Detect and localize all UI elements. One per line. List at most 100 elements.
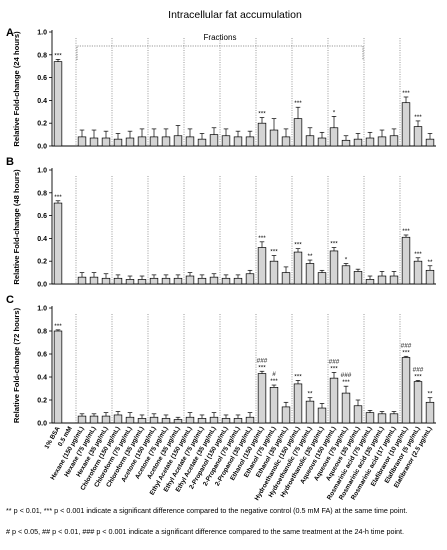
bar bbox=[113, 277, 123, 285]
fractions-bracket bbox=[76, 45, 364, 60]
footnote-2: # p < 0.05, ## p < 0.01, ### p < 0.001 i… bbox=[6, 527, 405, 536]
bar bbox=[425, 269, 435, 285]
significance-label: *** bbox=[402, 228, 410, 235]
bar bbox=[257, 247, 267, 285]
bar bbox=[89, 137, 99, 147]
bar bbox=[221, 135, 231, 147]
significance-label: *** bbox=[294, 373, 302, 380]
fractions-label: Fractions bbox=[204, 33, 237, 42]
bar bbox=[137, 279, 147, 285]
bar bbox=[149, 136, 159, 147]
y-tick-label: 0.0 bbox=[37, 421, 47, 428]
bar bbox=[161, 418, 171, 424]
significance-label: ** bbox=[308, 391, 313, 398]
bar bbox=[113, 138, 123, 147]
y-tick-label: 0.4 bbox=[37, 236, 47, 243]
bar bbox=[389, 413, 399, 424]
bar bbox=[233, 136, 243, 147]
bar bbox=[101, 415, 111, 424]
significance-label: ** bbox=[428, 259, 433, 266]
significance-label: *** bbox=[294, 242, 302, 249]
bar bbox=[221, 418, 231, 424]
significance-label: * bbox=[333, 109, 336, 116]
bar bbox=[245, 273, 255, 285]
bar bbox=[89, 276, 99, 285]
significance-label: *** bbox=[54, 323, 62, 330]
y-tick-label: 0.6 bbox=[37, 352, 47, 359]
bar bbox=[137, 136, 147, 147]
y-tick-label: 0.8 bbox=[37, 329, 47, 336]
bar bbox=[173, 277, 183, 285]
bar bbox=[257, 122, 267, 147]
bar bbox=[233, 418, 243, 424]
significance-label: *** bbox=[330, 241, 338, 248]
bar bbox=[53, 202, 63, 285]
bar bbox=[377, 275, 387, 285]
bar bbox=[293, 383, 303, 424]
significance-label: * bbox=[345, 256, 348, 263]
y-tick-label: 0.4 bbox=[37, 375, 47, 382]
panel-letter: A bbox=[6, 27, 14, 39]
bar bbox=[389, 275, 399, 285]
bar bbox=[269, 260, 279, 285]
bar bbox=[221, 277, 231, 285]
significance-label: *** bbox=[258, 364, 266, 371]
bar bbox=[329, 127, 339, 147]
chart-title: Intracellular fat accumulation bbox=[168, 9, 302, 21]
significance-label: ### bbox=[341, 372, 352, 379]
bar bbox=[101, 137, 111, 147]
bar bbox=[233, 277, 243, 285]
y-tick-label: 1.0 bbox=[37, 30, 47, 37]
bar bbox=[245, 416, 255, 424]
y-tick-label: 0.8 bbox=[37, 190, 47, 197]
bar bbox=[185, 275, 195, 285]
bar bbox=[185, 416, 195, 424]
bar bbox=[413, 126, 423, 147]
footnote-1: ** p < 0.01, *** p < 0.001 indicate a si… bbox=[6, 506, 408, 515]
y-tick-label: 0.2 bbox=[37, 398, 47, 405]
bar bbox=[53, 330, 63, 424]
bar bbox=[365, 279, 375, 285]
bar bbox=[161, 136, 171, 147]
y-tick-label: 0.0 bbox=[37, 144, 47, 151]
y-tick-label: 0.2 bbox=[37, 259, 47, 266]
bar bbox=[293, 118, 303, 147]
bar bbox=[77, 276, 87, 285]
y-tick-label: 0.0 bbox=[37, 282, 47, 289]
bar bbox=[209, 416, 219, 424]
bar bbox=[353, 271, 363, 285]
bar bbox=[209, 276, 219, 285]
bar bbox=[401, 102, 411, 147]
bar bbox=[161, 277, 171, 285]
bar bbox=[77, 415, 87, 424]
bar bbox=[329, 377, 339, 424]
bar bbox=[149, 277, 159, 285]
y-tick-label: 0.4 bbox=[37, 98, 47, 105]
significance-label: *** bbox=[54, 52, 62, 59]
significance-label: *** bbox=[414, 114, 422, 121]
bar bbox=[317, 272, 327, 285]
significance-label: *** bbox=[330, 365, 338, 372]
significance-label: *** bbox=[402, 349, 410, 356]
bar bbox=[353, 405, 363, 424]
significance-label: *** bbox=[414, 373, 422, 380]
bar bbox=[185, 136, 195, 147]
bar bbox=[377, 413, 387, 424]
significance-label: *** bbox=[258, 111, 266, 118]
bar bbox=[281, 272, 291, 285]
significance-label: *** bbox=[258, 235, 266, 242]
y-axis-label: Relative Fold-change (24 hours) bbox=[12, 31, 21, 147]
bar bbox=[353, 138, 363, 147]
significance-label: ### bbox=[413, 366, 424, 373]
significance-label: *** bbox=[402, 90, 410, 97]
bar bbox=[341, 392, 351, 424]
bar bbox=[125, 416, 135, 424]
panel-letter: C bbox=[6, 294, 14, 306]
bar bbox=[281, 406, 291, 424]
bar bbox=[113, 414, 123, 424]
significance-label: *** bbox=[414, 251, 422, 258]
bar bbox=[173, 135, 183, 147]
